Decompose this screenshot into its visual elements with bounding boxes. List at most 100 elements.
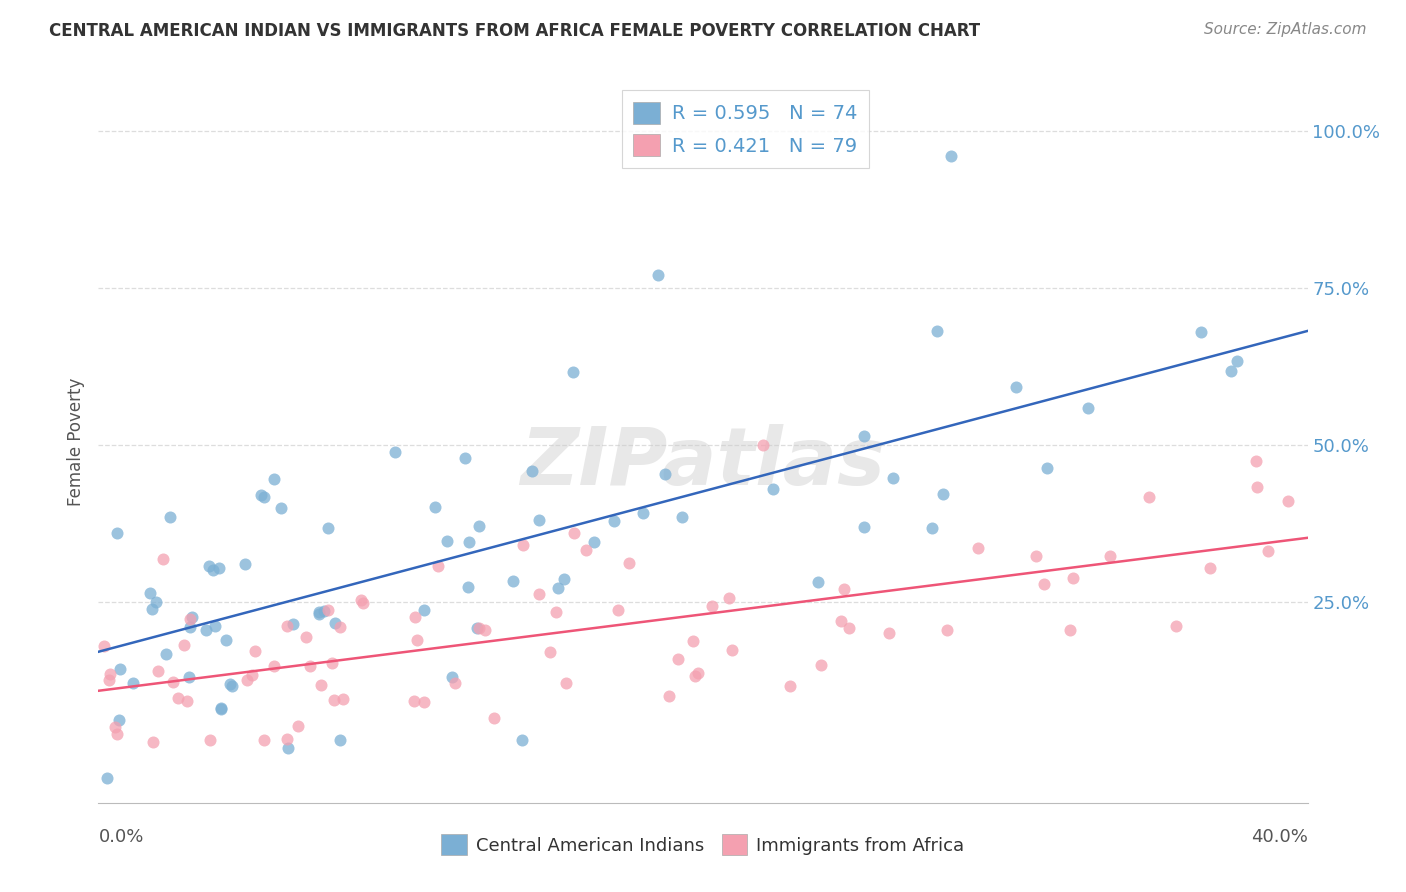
Point [830, 614, 852, 628]
Point [654, 467, 676, 481]
Text: Source: ZipAtlas.com: Source: ZipAtlas.com [1204, 22, 1367, 37]
Point [177, 670, 200, 684]
Point [1062, 571, 1084, 585]
Point [1005, 379, 1028, 393]
Point [1036, 461, 1059, 475]
Point [179, 612, 201, 626]
Point [834, 582, 856, 596]
Point [671, 509, 693, 524]
Point [582, 535, 605, 549]
Legend: Central American Indians, Immigrants from Africa: Central American Indians, Immigrants fro… [434, 827, 972, 863]
Point [502, 574, 524, 588]
Point [1166, 619, 1188, 633]
Point [520, 465, 543, 479]
Point [1077, 401, 1099, 416]
Point [921, 521, 943, 535]
Point [404, 609, 426, 624]
Point [617, 556, 640, 570]
Point [179, 619, 201, 633]
Point [404, 694, 426, 708]
Point [555, 676, 578, 690]
Point [717, 591, 740, 605]
Point [436, 534, 458, 549]
Point [1189, 326, 1212, 340]
Point [350, 593, 373, 607]
Point [1033, 577, 1056, 591]
Point [575, 542, 598, 557]
Point [425, 500, 447, 514]
Point [779, 679, 801, 693]
Point [562, 526, 585, 541]
Point [142, 735, 165, 749]
Point [465, 621, 488, 635]
Point [527, 513, 550, 527]
Point [682, 634, 704, 648]
Point [208, 561, 231, 575]
Point [666, 652, 689, 666]
Point [561, 365, 583, 379]
Point [1137, 490, 1160, 504]
Point [852, 429, 875, 443]
Point [173, 638, 195, 652]
Point [838, 621, 860, 635]
Point [159, 509, 181, 524]
Point [276, 732, 298, 747]
Point [202, 563, 225, 577]
Point [444, 676, 467, 690]
Point [658, 689, 681, 703]
Point [155, 647, 177, 661]
Point [936, 624, 959, 638]
Text: 0.0%: 0.0% [98, 828, 143, 846]
Point [198, 733, 221, 747]
Point [647, 268, 669, 282]
Point [198, 559, 221, 574]
Point [240, 668, 263, 682]
Point [468, 519, 491, 533]
Point [329, 733, 352, 747]
Point [474, 623, 496, 637]
Point [195, 623, 218, 637]
Point [1198, 561, 1220, 575]
Point [98, 667, 121, 681]
Point [1244, 454, 1267, 468]
Point [93, 639, 115, 653]
Point [107, 714, 129, 728]
Point [250, 488, 273, 502]
Point [1059, 623, 1081, 637]
Point [1277, 494, 1299, 508]
Point [510, 733, 533, 747]
Point [277, 741, 299, 756]
Point [544, 605, 567, 619]
Point [276, 618, 298, 632]
Point [318, 521, 340, 535]
Point [927, 324, 949, 338]
Point [209, 702, 232, 716]
Point [287, 719, 309, 733]
Point [270, 501, 292, 516]
Point [308, 607, 330, 621]
Text: CENTRAL AMERICAN INDIAN VS IMMIGRANTS FROM AFRICA FEMALE POVERTY CORRELATION CHA: CENTRAL AMERICAN INDIAN VS IMMIGRANTS FR… [49, 22, 980, 40]
Point [152, 552, 174, 566]
Point [1225, 353, 1247, 368]
Point [236, 673, 259, 688]
Point [233, 558, 256, 572]
Point [853, 520, 876, 534]
Point [243, 643, 266, 657]
Point [939, 149, 962, 163]
Point [720, 643, 742, 657]
Point [352, 596, 374, 610]
Point [882, 471, 904, 485]
Point [105, 727, 128, 741]
Point [219, 677, 242, 691]
Point [482, 711, 505, 725]
Point [967, 541, 990, 555]
Point [299, 659, 322, 673]
Point [104, 721, 127, 735]
Point [145, 595, 167, 609]
Point [146, 664, 169, 678]
Point [512, 538, 534, 552]
Point [762, 482, 785, 496]
Point [204, 619, 226, 633]
Point [166, 691, 188, 706]
Point [547, 582, 569, 596]
